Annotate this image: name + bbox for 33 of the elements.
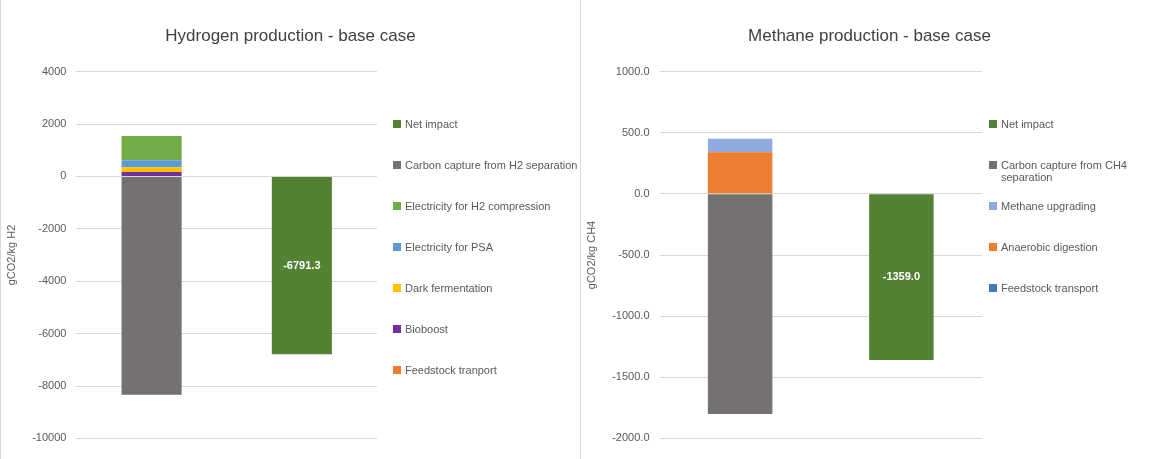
legend-label: Feedstock transport (1001, 282, 1099, 294)
y-tick-label: -6000 (38, 326, 67, 339)
legend-label: Net impact (405, 118, 458, 130)
y-axis-title: gCO2/kg CH4 (584, 220, 597, 290)
legend-label: Electricity for PSA (405, 241, 494, 253)
y-tick-label: 4000 (41, 64, 67, 77)
y-tick-label: -4000 (38, 274, 67, 287)
legend-label: Carbon capture from CH4 separation (1001, 159, 1128, 183)
data-label: -6791.3 (283, 258, 321, 271)
y-tick-label: 1000.0 (615, 64, 650, 77)
data-label: -1359.0 (882, 270, 921, 283)
legend-label: Electricity for H2 compression (405, 200, 551, 212)
y-tick-label: 0 (60, 169, 67, 182)
legend-label: Anaerobic digestion (1001, 241, 1098, 253)
y-tick-label: 500.0 (621, 125, 650, 138)
y-tick-label: -500.0 (618, 248, 650, 261)
y-tick-label: -10000 (32, 431, 67, 444)
chart-title: Hydrogen production - base case (164, 26, 417, 46)
y-axis-title: gCO2/kg H2 (4, 224, 17, 286)
y-tick-label: 0.0 (634, 186, 650, 199)
y-tick-label: -2000 (38, 221, 67, 234)
legend-label: Dark fermentation (405, 282, 493, 294)
y-tick-label: -2000.0 (612, 431, 650, 444)
legend-label: Methane upgrading (1001, 200, 1096, 212)
legend-label: Net impact (1001, 118, 1054, 130)
legend-label: Bioboost (405, 323, 448, 335)
y-tick-label: -1000.0 (612, 309, 650, 322)
legend-label: Feedstock tranport (405, 364, 497, 376)
legend-label: Carbon capture from H2 separation (405, 159, 578, 171)
y-tick-label: -8000 (38, 379, 67, 392)
y-tick-label: 2000 (41, 117, 67, 130)
y-tick-label: -1500.0 (612, 370, 650, 383)
chart-title: Methane production - base case (747, 26, 992, 46)
